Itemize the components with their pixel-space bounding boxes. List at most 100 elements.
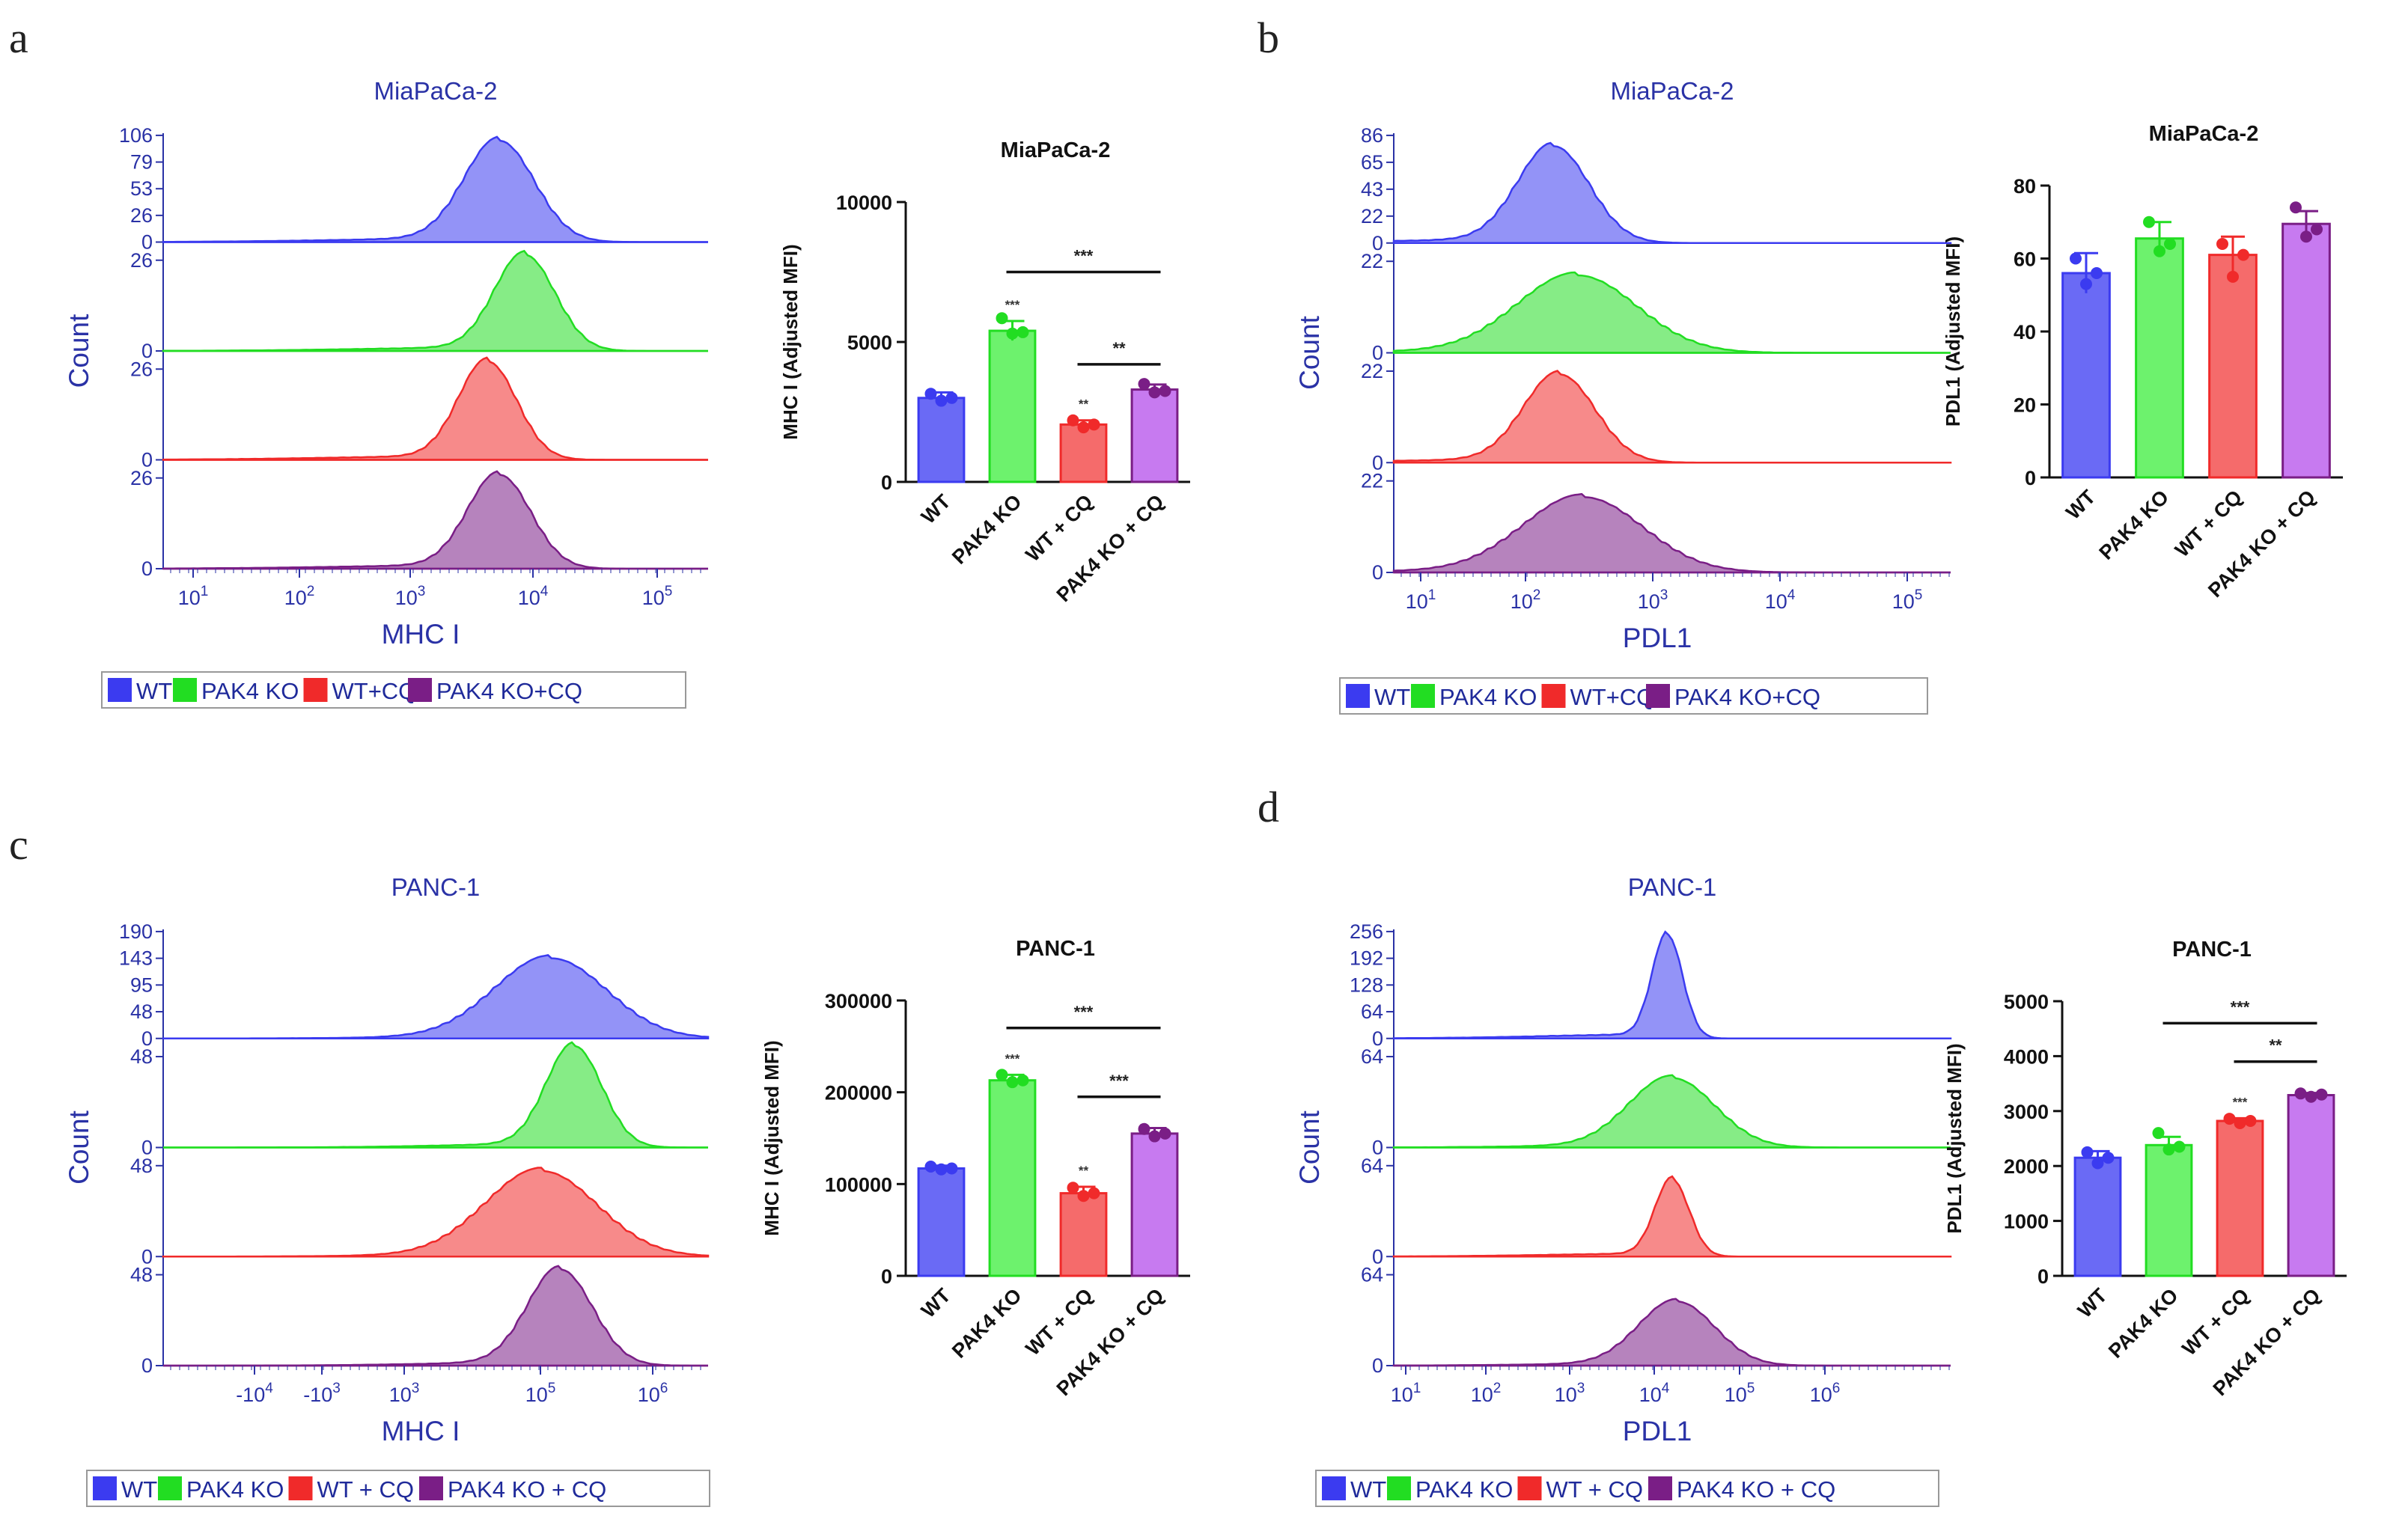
- legend-swatch-pak4-ko-plus-cq: [1646, 684, 1670, 708]
- y-tick-label: 5000: [2004, 991, 2049, 1013]
- data-point: [996, 1069, 1008, 1081]
- bar-wt: [917, 397, 966, 483]
- y-tick-label: 65: [1361, 151, 1383, 174]
- y-axis-label: MHC I (Adjusted MFI): [760, 1040, 783, 1235]
- legend-box: [1315, 1470, 1939, 1507]
- category-label-wt: WT: [2073, 1284, 2112, 1322]
- data-point: [2300, 230, 2312, 243]
- y-axis-label: Count: [1294, 1110, 1325, 1184]
- bar-pak4-ko-plus-cq: [1130, 1132, 1179, 1277]
- y-tick-label: 26: [130, 467, 153, 489]
- category-label-wt: WT: [917, 1284, 955, 1322]
- x-tick-label: 101: [178, 584, 209, 609]
- histogram-pak4-ko-plus-cq: [162, 470, 708, 570]
- bar-pak4-ko: [988, 329, 1037, 483]
- data-point: [2290, 201, 2302, 214]
- bar-pak4-ko-plus-cq: [2287, 1094, 2335, 1277]
- y-tick-label: 5000: [847, 331, 892, 354]
- data-point: [2173, 1140, 2186, 1153]
- histogram-wt-plus-cq: [162, 1167, 710, 1258]
- histogram-wt: [1392, 930, 1952, 1040]
- data-point: [2091, 267, 2103, 279]
- data-point: [1006, 327, 1019, 340]
- bar-wt: [2073, 1156, 2122, 1277]
- x-tick-label: 103: [395, 584, 426, 609]
- histogram-title: MiaPaCa-2: [1610, 77, 1734, 105]
- y-tick-label: 0: [141, 557, 153, 580]
- data-point: [2102, 1152, 2115, 1164]
- legend-swatch-pak4-ko: [1387, 1476, 1411, 1500]
- legend-label-pak4-ko: PAK4 KO: [1415, 1476, 1513, 1503]
- data-point: [2154, 245, 2165, 257]
- y-tick-label: 0: [141, 1027, 153, 1050]
- category-label-wt-plus-cq: WT + CQ: [2177, 1284, 2253, 1360]
- y-tick-label: 256: [1350, 920, 1383, 943]
- y-tick-label: 48: [130, 1155, 153, 1177]
- y-tick-label: 1000: [2004, 1211, 2049, 1233]
- y-tick-label: 86: [1361, 124, 1383, 147]
- significance-marker: ***: [2233, 1095, 2248, 1109]
- legend-swatch-wt: [1322, 1476, 1346, 1500]
- legend-swatch-wt: [93, 1476, 117, 1500]
- bar-pak4-ko: [988, 1079, 1037, 1277]
- data-point: [2164, 238, 2176, 250]
- y-tick-label: 143: [119, 947, 153, 970]
- y-tick-label: 22: [1361, 360, 1383, 382]
- data-point: [2162, 1143, 2175, 1156]
- data-point: [924, 1161, 937, 1173]
- y-tick-label: 0: [1372, 451, 1383, 474]
- bar-title: MiaPaCa-2: [1001, 138, 1111, 162]
- significance-marker: ***: [1005, 1051, 1020, 1066]
- x-tick-label: 102: [1471, 1381, 1502, 1406]
- bar-pak4-ko-plus-cq: [1130, 388, 1179, 483]
- y-axis-label: Count: [64, 314, 94, 388]
- bar-chart-d: PANC-1 0 1000 2000 3000 4000 5000 PDL1 (Adjuste…: [1943, 938, 2347, 1400]
- significance-marker: ***: [1005, 298, 1020, 312]
- bar-wt-plus-cq: [2208, 254, 2258, 479]
- y-tick-label: 0: [141, 340, 153, 362]
- y-tick-label: 40: [2014, 321, 2036, 343]
- category-label-pak4-ko: PAK4 KO: [2104, 1284, 2183, 1363]
- y-tick-label: 0: [141, 231, 153, 254]
- data-point: [935, 394, 948, 407]
- bar-wt-plus-cq: [2216, 1119, 2264, 1277]
- data-point: [1159, 385, 1171, 397]
- legend: WT PAK4 KO WT+CQ PAK4 KO+CQ: [101, 671, 686, 709]
- legend-label-wt-plus-cq: WT+CQ: [332, 678, 417, 704]
- legend: WT PAK4 KO WT+CQ PAK4 KO+CQ: [1339, 677, 1928, 715]
- y-tick-label: 22: [1361, 470, 1383, 492]
- histogram-pak4-ko-plus-cq: [1392, 1298, 1951, 1367]
- data-point: [2091, 1157, 2104, 1170]
- x-tick-label: 101: [1406, 587, 1436, 613]
- data-point: [945, 391, 958, 404]
- comparison-label: **: [1112, 339, 1126, 358]
- y-tick-label: 190: [119, 920, 153, 943]
- x-tick-label: 106: [638, 1381, 668, 1406]
- data-point: [2143, 216, 2155, 228]
- panel-label-c: c: [9, 820, 28, 869]
- x-tick-label: 102: [1511, 587, 1541, 613]
- data-point: [1088, 418, 1100, 431]
- y-tick-label: 0: [1372, 342, 1383, 364]
- y-tick-label: 0: [2025, 467, 2036, 489]
- data-point: [2244, 1115, 2257, 1128]
- y-tick-label: 0: [1372, 1137, 1383, 1159]
- data-point: [1138, 1122, 1150, 1135]
- y-tick-label: 0: [1372, 1027, 1383, 1050]
- histogram-wt-plus-cq: [1392, 1175, 1952, 1258]
- y-axis-label: Count: [64, 1110, 94, 1184]
- histogram-pak4-ko: [1392, 271, 1951, 354]
- legend-label-pak4-ko-plus-cq: PAK4 KO + CQ: [448, 1476, 606, 1503]
- y-tick-label: 48: [130, 1045, 153, 1068]
- histogram-pak4-ko: [162, 249, 708, 352]
- y-tick-label: 0: [1372, 232, 1383, 254]
- legend-label-pak4-ko: PAK4 KO: [186, 1476, 284, 1503]
- bar-title: PANC-1: [2172, 938, 2252, 962]
- legend-swatch-pak4-ko-plus-cq: [408, 678, 432, 702]
- y-tick-label: 0: [881, 471, 892, 494]
- legend-label-wt: WT: [136, 678, 172, 704]
- legend-swatch-wt: [108, 678, 132, 702]
- y-tick-label: 64: [1361, 1264, 1383, 1286]
